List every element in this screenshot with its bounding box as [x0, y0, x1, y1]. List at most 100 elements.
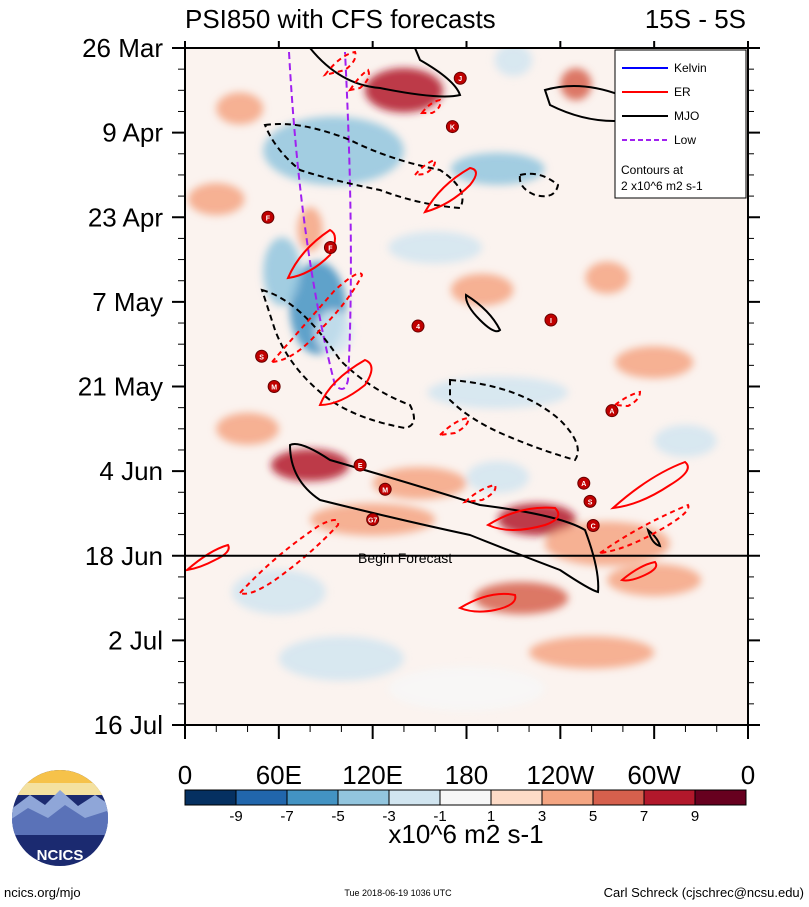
storm-marker-6: S	[255, 349, 269, 363]
footer-right: Carl Schreck (cjschrec@ncsu.edu)	[604, 885, 804, 900]
colorbar-swatch	[439, 789, 492, 806]
y-axis: 26 Mar 9 Apr 23 Apr 7 May 21 May 4 Jun 18 Jun 2…	[78, 33, 760, 740]
colorbar-swatch	[490, 789, 543, 806]
mjo-dashed-1	[263, 123, 464, 210]
colorbar-swatch	[286, 789, 339, 806]
anomaly-blob-22	[474, 581, 569, 615]
storm-marker-0: J	[453, 71, 467, 85]
anomaly-blob-17	[466, 461, 530, 494]
anomaly-blob-3	[263, 116, 404, 185]
anomaly-blob-23	[607, 563, 702, 597]
y-tick-label: 26 Mar	[82, 33, 163, 63]
legend-label: Kelvin	[674, 61, 707, 75]
anomaly-blob-2	[494, 48, 533, 77]
er-contour-7	[457, 592, 517, 613]
mjo-contour-4	[288, 443, 600, 594]
logo-text: NCICS	[37, 847, 84, 864]
colorbar-label: -7	[280, 808, 293, 825]
er-dashed-3	[420, 98, 442, 114]
er-contour-1	[422, 166, 477, 214]
storm-marker-label: M	[271, 385, 277, 392]
storm-marker-14: C	[586, 519, 600, 533]
er-dashed-7	[462, 483, 497, 504]
colorbar-swatch	[235, 789, 288, 806]
anomaly-blob-29	[388, 231, 483, 264]
ncics-logo: NCICS	[12, 770, 108, 866]
anomaly-blob-0	[364, 68, 444, 113]
anomaly-blob-14	[615, 346, 694, 379]
storm-marker-label: S	[259, 354, 264, 361]
storm-marker-label: 4	[416, 324, 420, 331]
er-contour-2	[286, 228, 336, 280]
colorbar-label: 1	[487, 808, 495, 825]
storm-marker-1: K	[445, 120, 459, 134]
x-tick-label: 120W	[526, 760, 594, 790]
anomaly-field	[188, 48, 717, 711]
anomaly-blob-16	[372, 467, 467, 500]
footer-left: ncics.org/mjo	[4, 885, 81, 900]
storm-marker-label: F	[266, 215, 271, 222]
lat-band-label: 15S - 5S	[645, 4, 746, 34]
colorbar-swatch	[694, 789, 747, 806]
storm-marker-label: A	[609, 409, 614, 416]
er-dashed-2	[347, 68, 370, 92]
legend-item-er: ER	[622, 85, 691, 99]
storm-marker-2: F	[261, 210, 275, 224]
er-dashed-5	[269, 272, 364, 364]
storm-marker-label: M	[382, 487, 388, 494]
anomaly-blob-9	[314, 309, 353, 355]
storm-marker-9: E	[353, 458, 367, 472]
er-dashed-6	[437, 416, 470, 437]
colorbar-swatch	[388, 789, 441, 806]
colorbar-label: -9	[229, 808, 242, 825]
storm-marker-4: 4	[411, 319, 425, 333]
forecast-label: Begin Forecast	[358, 550, 452, 566]
er-contour-5	[609, 460, 689, 510]
mjo-dashed-2	[518, 172, 560, 198]
anomaly-blob-10	[450, 273, 514, 306]
storm-marker-label: K	[450, 125, 455, 132]
storm-marker-label: F	[328, 245, 333, 252]
storm-marker-10: M	[378, 482, 392, 496]
low-track-contour	[288, 51, 352, 390]
colorbar-swatch	[184, 789, 237, 806]
y-tick-label: 21 May	[78, 372, 163, 402]
mjo-dashed-4	[449, 378, 579, 462]
contour-note-line2: 2 x10^6 m2 s-1	[621, 179, 703, 193]
colorbar-label: 3	[538, 808, 546, 825]
er-dashed-8	[612, 390, 642, 408]
x-tick-label: 0	[178, 760, 192, 790]
legend-label: MJO	[674, 109, 699, 123]
anomaly-blob-24	[278, 636, 404, 681]
anomaly-blob-25	[529, 636, 655, 669]
storm-marker-11: A	[577, 476, 591, 490]
legend: Kelvin ER MJO Low Contours at 2 x10^6 m2 s-…	[614, 49, 747, 199]
colorbar-swatch	[541, 789, 594, 806]
x-tick-label: 0	[741, 760, 755, 790]
er-contour-8	[619, 560, 658, 582]
y-tick-label: 2 Jul	[108, 625, 163, 655]
colorbar-label: -3	[382, 808, 395, 825]
contour-note-line1: Contours at	[621, 163, 684, 177]
storm-markers: J K F F 4 I S M A E M A S G7 C	[255, 71, 619, 533]
storm-marker-12: S	[583, 494, 597, 508]
anomaly-blob-13	[427, 376, 569, 409]
storm-marker-label: I	[550, 318, 552, 325]
x-tick-label: 60W	[627, 760, 681, 790]
storm-marker-8: A	[605, 404, 619, 418]
anomaly-blob-5	[216, 92, 264, 125]
y-tick-label: 4 Jun	[99, 456, 163, 486]
anomaly-blob-6	[188, 183, 245, 216]
anomaly-blob-21	[231, 569, 326, 615]
y-tick-label: 9 Apr	[102, 118, 163, 148]
colorbar-swatch	[337, 789, 390, 806]
x-tick-label: 120E	[342, 760, 403, 790]
footer-center: Tue 2018-06-19 1036 UTC	[344, 888, 452, 898]
anomaly-blob-28	[654, 424, 717, 457]
er-dashed-1	[322, 50, 357, 77]
anomaly-blob-4	[450, 152, 545, 185]
x-tick-label: 60E	[256, 760, 302, 790]
mjo-contour-3	[464, 293, 502, 333]
colorbar-label: -5	[331, 808, 344, 825]
